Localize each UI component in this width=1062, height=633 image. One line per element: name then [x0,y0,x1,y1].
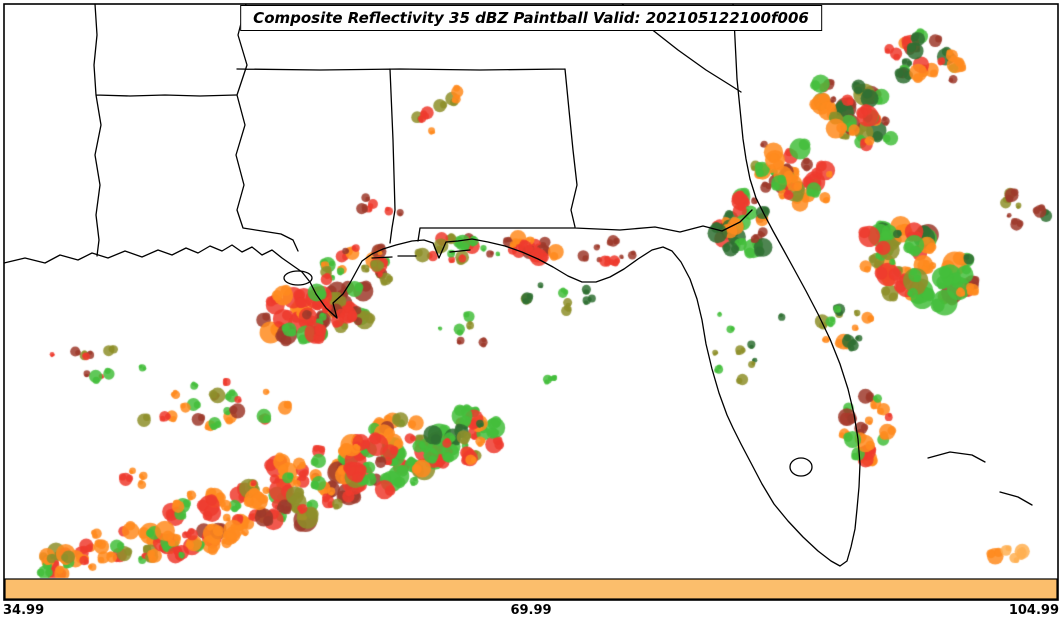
x-tick-center: 69.99 [510,603,552,618]
x-tick-left: 34.99 [3,603,45,618]
barrier-islands [371,249,471,259]
map-title: Composite Reflectivity 35 dBZ Paintball … [240,5,822,31]
coastline-path [3,3,861,567]
x-tick-right: 104.99 [1008,603,1059,618]
lake-okeechobee [789,457,813,477]
lake-pontchartrain [283,270,313,286]
plot-border [3,3,1059,601]
colorbar-strip [4,578,1058,600]
state-borders-path [93,3,753,257]
bahamas-islands [927,451,1033,506]
